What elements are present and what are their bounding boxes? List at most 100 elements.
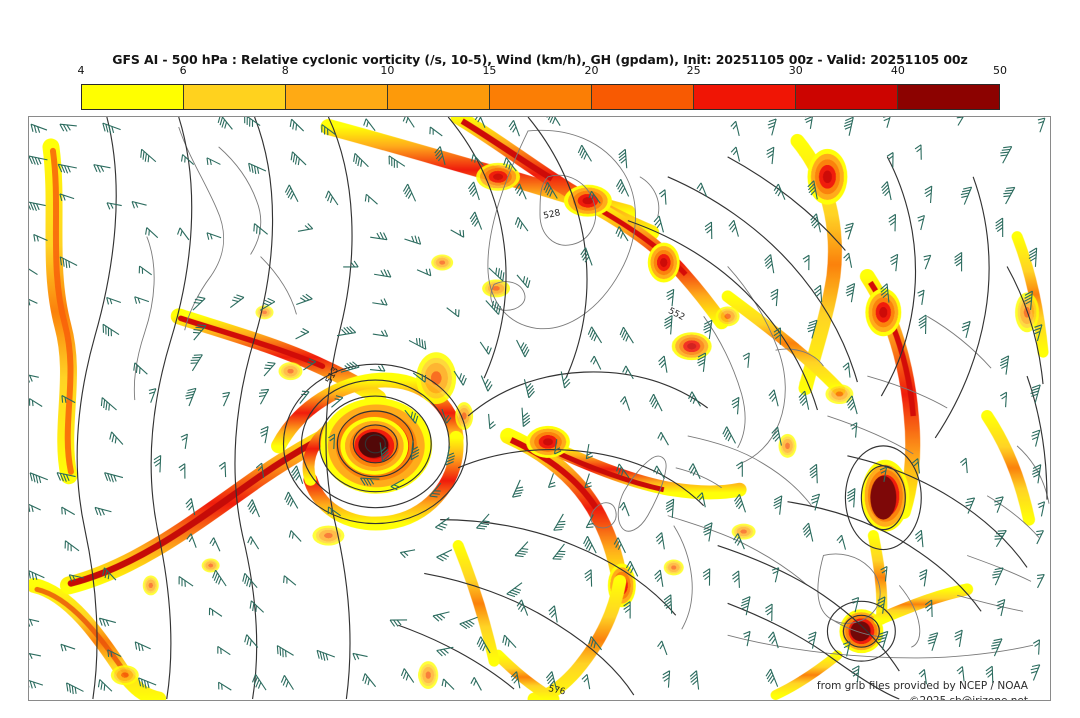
colorbar-tick-15: 15	[482, 64, 497, 77]
wind-barb	[846, 487, 856, 508]
wind-barb	[616, 326, 634, 348]
wind-barb	[514, 541, 534, 561]
wind-barb	[29, 652, 42, 663]
wind-barb	[131, 641, 152, 656]
wind-barb	[249, 673, 267, 695]
wind-barb	[58, 506, 76, 521]
wind-barb	[241, 634, 259, 653]
wind-barb	[62, 682, 85, 699]
wind-barb	[919, 252, 932, 270]
wind-barb	[446, 302, 463, 318]
wind-barb	[245, 162, 267, 178]
wind-barb	[998, 183, 1016, 205]
wind-barb	[204, 232, 222, 244]
wind-barb	[314, 649, 336, 665]
wind-barb	[207, 537, 221, 555]
wind-barb	[506, 582, 527, 601]
wind-barb	[322, 190, 339, 210]
wind-barb	[106, 431, 124, 450]
wind-barb	[768, 565, 780, 583]
wind-barb	[954, 251, 963, 272]
wind-barb	[664, 497, 675, 519]
wind-barb	[917, 568, 928, 587]
colorbar-gradient	[81, 84, 1000, 110]
wind-barb	[403, 232, 424, 245]
wind-barb	[102, 472, 124, 485]
wind-barb	[580, 535, 597, 557]
wind-barb	[923, 185, 933, 204]
colorbar-segment-10-15	[388, 85, 490, 109]
wind-barb	[213, 645, 231, 661]
wind-barb	[1033, 117, 1046, 133]
wind-barb	[287, 151, 307, 171]
wind-barb	[661, 669, 671, 689]
wind-barb	[1035, 499, 1046, 517]
wind-barb	[575, 144, 593, 166]
wind-barb	[29, 295, 38, 310]
wind-barb	[29, 372, 40, 385]
wind-barb	[29, 616, 40, 629]
wind-barb	[617, 501, 630, 519]
wind-barb	[58, 123, 78, 133]
wind-barb	[841, 362, 851, 379]
wind-barb	[296, 222, 314, 232]
wind-barb	[459, 616, 481, 631]
wind-barb	[258, 358, 276, 377]
wind-barb	[105, 202, 123, 213]
wind-barb	[92, 506, 112, 519]
wind-barb	[281, 491, 299, 513]
wind-barb	[961, 494, 976, 515]
wind-barb	[731, 570, 740, 589]
wind-barb	[450, 224, 468, 238]
wind-barb	[835, 534, 847, 552]
wind-barb	[132, 296, 150, 308]
wind-barb	[29, 472, 49, 487]
colorbar-tick-20: 20	[584, 64, 599, 77]
wind-barb	[957, 183, 973, 206]
credit-author: ©2025 sb@irizone.net	[909, 695, 1028, 701]
wind-barb	[278, 674, 295, 694]
wind-barb	[480, 372, 495, 392]
wind-barb	[553, 513, 570, 535]
colorbar-tick-50: 50	[993, 64, 1007, 77]
wind-barb	[685, 391, 702, 411]
wind-barb	[809, 213, 821, 235]
wind-barb	[511, 479, 528, 501]
colorbar-tick-labels: 4 6 8 10 15 20 25 30 40 50	[71, 64, 1011, 82]
wind-barb	[479, 338, 495, 355]
wind-barb	[516, 270, 534, 289]
wind-barb	[740, 629, 751, 647]
wind-barb	[361, 193, 379, 210]
wind-barb	[1026, 661, 1041, 682]
wind-barb	[416, 263, 434, 277]
wind-barb	[97, 397, 118, 416]
credit-source: from grib files provided by NCEP / NOAA	[816, 680, 1028, 692]
wind-barb	[915, 288, 925, 306]
wind-barb	[665, 288, 675, 307]
colorbar-segment-6-8	[184, 85, 286, 109]
wind-barb	[764, 603, 773, 622]
colorbar-segment-30-40	[796, 85, 898, 109]
wind-barb	[580, 673, 591, 691]
wind-barb	[438, 678, 455, 695]
wind-barb	[689, 670, 700, 691]
wind-barb	[181, 385, 197, 407]
wind-barb	[880, 117, 893, 129]
wind-barb	[58, 643, 76, 656]
wind-barb	[802, 117, 815, 130]
wind-barb	[292, 326, 310, 340]
colorbar-tick-4: 4	[77, 64, 85, 77]
colorbar-segment-25-30	[694, 85, 796, 109]
wind-barb	[399, 549, 417, 559]
colorbar-segment-8-10	[286, 85, 388, 109]
wind-barb	[29, 266, 39, 281]
wind-barb	[729, 120, 740, 138]
wind-barb	[453, 366, 470, 386]
wind-barb	[92, 164, 111, 175]
wind-barb	[914, 144, 922, 161]
wind-barb	[214, 681, 232, 696]
contour-label-c: 576	[547, 684, 566, 697]
wind-barb	[286, 529, 302, 547]
weather-map[interactable]: 528 513 552 576 from grib files provided…	[28, 116, 1051, 701]
wind-barb	[1031, 571, 1045, 589]
